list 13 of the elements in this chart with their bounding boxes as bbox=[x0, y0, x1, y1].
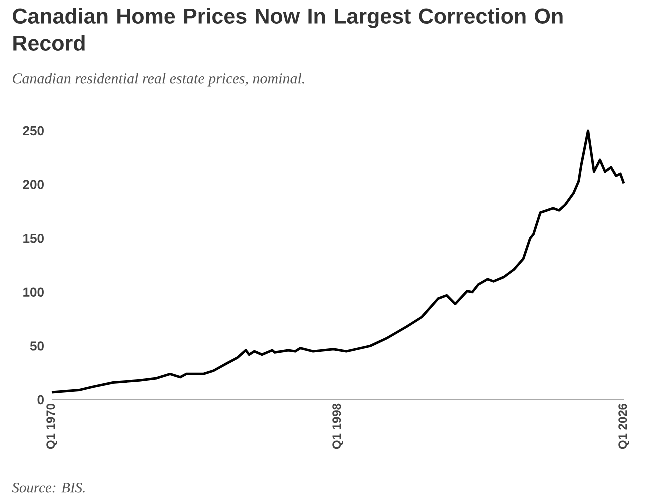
x-tick-label: Q1 1970 bbox=[46, 404, 58, 450]
chart-subtitle: Canadian residential real estate prices, nominal. bbox=[13, 73, 304, 87]
y-tick-label: 0 bbox=[38, 395, 44, 405]
y-tick-label: 200 bbox=[23, 180, 44, 190]
chart-title: Canadian Home Prices Now In Largest Correction On Record bbox=[13, 8, 563, 51]
y-tick-label: 150 bbox=[24, 234, 44, 244]
line-series bbox=[50, 130, 626, 394]
y-tick-label: 100 bbox=[24, 288, 44, 297]
x-tick-label: Q1 2026 bbox=[618, 404, 630, 450]
x-tick-label: Q1 1998 bbox=[332, 404, 344, 450]
y-tick-label: 250 bbox=[23, 126, 44, 136]
source-note: Source: BIS. bbox=[12, 482, 85, 493]
y-tick-label: 50 bbox=[30, 342, 44, 351]
